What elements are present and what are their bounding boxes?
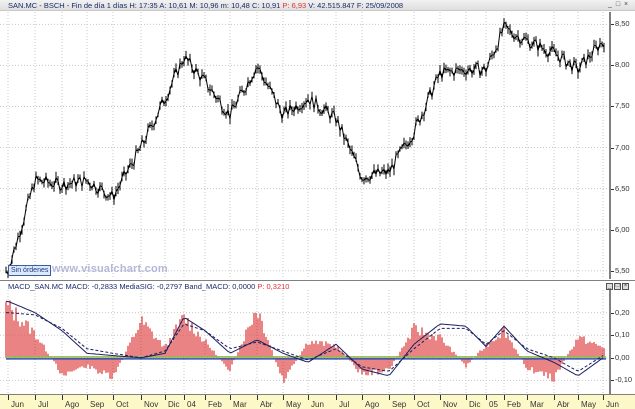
x-tick-label: Mar [527, 395, 544, 409]
x-tick-label: Feb [205, 395, 222, 409]
x-tick-label: Abr [554, 395, 569, 409]
band-value: Band_MACD: 0,0000 [184, 282, 256, 291]
price-title-bar: SAN.MC - BSCH - Fin de día 1 días H: 17:… [0, 0, 635, 11]
x-tick-label: Jul [35, 395, 48, 409]
x-tick-label: Ago [62, 395, 79, 409]
x-tick-label: Mar [230, 395, 247, 409]
x-tick-label: May [578, 395, 596, 409]
price-header: SAN.MC - BSCH - Fin de día 1 días H: 17:… [8, 1, 403, 10]
high-label: M: 10,96 [189, 1, 219, 10]
x-tick-label: Sep [389, 395, 406, 409]
histogram-value: P: 0,3210 [257, 282, 290, 291]
x-tick-label: Nov [141, 395, 158, 409]
maximize-icon[interactable]: □ [615, 1, 621, 8]
date-label: F: 25/09/2008 [356, 1, 404, 10]
signal-line [5, 312, 604, 372]
x-tick-label: May [283, 395, 301, 409]
price-chart-panel: SAN.MC - BSCH - Fin de día 1 días H: 17:… [0, 0, 635, 279]
price-label: P: 6,93 [282, 1, 307, 10]
price-series [5, 20, 605, 276]
x-tick-label: Ago [362, 395, 379, 409]
price-plot[interactable] [0, 0, 609, 279]
time-axis[interactable]: Jun Jul Ago Sep Oct Nov Dic 04 Feb Mar Abr May Jun Ju… [0, 394, 635, 409]
x-tick-label: Jun [603, 395, 619, 409]
x-tick-label: Oct [414, 395, 429, 409]
macd-grid [0, 290, 609, 394]
x-tick-label: Nov [440, 395, 457, 409]
x-tick-label: Dic [165, 395, 180, 409]
macd-histogram [5, 300, 605, 383]
price-y-axis[interactable]: 8,50 8,00 7,50 7,00 6,50 6,00 5,50 [609, 12, 635, 279]
close-label: C: 10,91 [251, 1, 281, 10]
symbol-label: SAN.MC - BSCH - Fin de día 1 días [8, 1, 128, 10]
low-label: m: 10,48 [220, 1, 250, 10]
signal-value: MediaSIG: -0,2797 [119, 282, 183, 291]
volume-label: V: 42.515.847 [308, 1, 355, 10]
x-tick-label: Oct [113, 395, 128, 409]
macd-value: MACD: -0,2833 [65, 282, 118, 291]
time-label: H: 17:35 [129, 1, 158, 10]
macd-window-controls: _ □ × [606, 283, 629, 290]
macd-name: MACD_SAN.MC [8, 282, 64, 291]
price-grid [0, 12, 609, 279]
x-tick-label: Dic [466, 395, 481, 409]
close-icon[interactable]: × [623, 1, 629, 8]
x-tick-label: Jun [8, 395, 24, 409]
macd-maximize-icon[interactable]: □ [614, 283, 621, 290]
x-tick-label: Abr [257, 395, 272, 409]
price-bars [5, 18, 605, 279]
macd-header: MACD_SAN.MC MACD: -0,2833 MediaSIG: -0,2… [8, 282, 289, 291]
macd-close-icon[interactable]: × [622, 283, 629, 290]
minimize-icon[interactable]: _ [608, 1, 612, 8]
macd-plot[interactable] [0, 281, 609, 394]
x-tick-label: Jul [336, 395, 349, 409]
macd-minimize-icon[interactable]: _ [606, 283, 613, 290]
x-tick-label: Feb [504, 395, 521, 409]
x-tick-label: 04 [184, 395, 196, 409]
x-tick-label: Jun [308, 395, 324, 409]
macd-panel: MACD_SAN.MC MACD: -0,2833 MediaSIG: -0,2… [0, 280, 635, 394]
open-label: A: 10,61 [159, 1, 188, 10]
orders-badge[interactable]: Sin órdenes [8, 265, 52, 276]
x-tick-label: Sep [87, 395, 104, 409]
macd-y-axis[interactable]: 0,20 0,10 0,00 -0,10 [609, 290, 635, 394]
window-controls: _ □ × [607, 1, 629, 9]
x-tick-label: 05 [486, 395, 498, 409]
macd-line [5, 300, 604, 376]
watermark: www.visualchart.com [52, 263, 168, 275]
